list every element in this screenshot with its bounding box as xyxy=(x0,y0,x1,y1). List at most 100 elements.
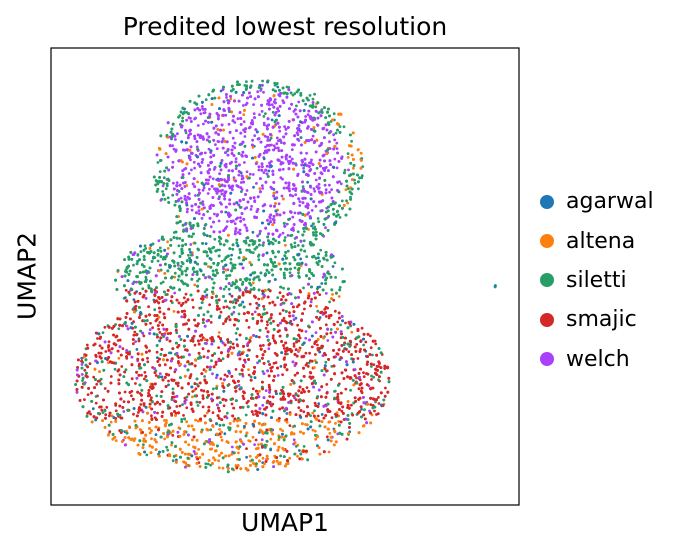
scatter-point xyxy=(140,373,143,377)
scatter-point xyxy=(346,201,350,205)
scatter-point xyxy=(288,271,292,275)
scatter-point xyxy=(176,384,180,388)
scatter-point xyxy=(242,120,246,124)
scatter-point xyxy=(353,182,357,185)
scatter-point xyxy=(223,258,227,262)
scatter-point xyxy=(320,282,324,285)
scatter-point xyxy=(293,241,297,245)
scatter-point xyxy=(191,390,195,393)
scatter-point xyxy=(137,337,141,341)
scatter-point xyxy=(306,365,310,368)
scatter-point xyxy=(177,244,181,248)
scatter-point xyxy=(310,158,313,162)
scatter-point xyxy=(117,327,121,331)
scatter-point xyxy=(248,278,252,281)
scatter-point xyxy=(166,332,170,335)
scatter-point xyxy=(210,359,213,363)
scatter-point xyxy=(269,448,272,452)
scatter-point xyxy=(290,157,294,161)
scatter-point xyxy=(253,134,257,138)
scatter-point xyxy=(173,395,176,399)
scatter-point xyxy=(201,394,205,398)
scatter-point xyxy=(124,288,128,292)
scatter-point xyxy=(292,342,296,346)
scatter-point xyxy=(132,298,136,301)
scatter-point xyxy=(305,190,309,194)
scatter-point xyxy=(223,432,227,436)
scatter-point xyxy=(252,112,256,115)
scatter-point xyxy=(293,266,297,270)
scatter-point xyxy=(362,343,365,347)
scatter-point xyxy=(267,347,271,351)
scatter-point xyxy=(235,338,239,341)
scatter-point xyxy=(225,374,229,378)
scatter-point xyxy=(132,412,135,416)
scatter-point xyxy=(269,366,273,370)
scatter-point xyxy=(334,131,338,135)
scatter-point xyxy=(252,103,256,106)
scatter-point xyxy=(144,270,147,273)
scatter-point xyxy=(237,416,240,420)
scatter-point xyxy=(164,187,168,191)
scatter-point xyxy=(333,309,337,313)
scatter-point xyxy=(123,390,127,394)
scatter-point xyxy=(369,346,373,350)
scatter-point xyxy=(158,321,162,324)
scatter-point xyxy=(122,410,126,413)
scatter-point xyxy=(302,166,305,170)
scatter-point xyxy=(94,401,98,405)
scatter-point xyxy=(247,373,251,377)
scatter-point xyxy=(221,466,225,470)
scatter-point xyxy=(360,407,363,411)
scatter-point xyxy=(274,255,277,259)
scatter-point xyxy=(197,212,201,216)
scatter-point xyxy=(288,189,291,193)
scatter-point xyxy=(162,176,166,180)
scatter-point xyxy=(301,185,305,189)
scatter-point xyxy=(258,389,261,393)
scatter-point xyxy=(170,398,174,401)
scatter-point xyxy=(206,210,210,213)
scatter-point xyxy=(228,306,231,310)
scatter-point xyxy=(338,125,342,128)
scatter-point xyxy=(303,307,306,311)
scatter-point xyxy=(278,312,282,316)
scatter-point xyxy=(350,330,354,334)
scatter-point xyxy=(275,136,279,140)
scatter-point xyxy=(122,400,126,403)
scatter-point xyxy=(350,403,353,407)
scatter-point xyxy=(320,413,324,416)
scatter-point xyxy=(340,409,344,413)
scatter-point xyxy=(273,98,277,101)
scatter-point xyxy=(201,200,205,204)
scatter-point xyxy=(262,90,265,94)
scatter-point xyxy=(148,405,152,409)
scatter-point xyxy=(314,437,318,441)
scatter-point xyxy=(317,187,320,191)
scatter-point xyxy=(134,340,138,343)
scatter-point xyxy=(185,420,189,424)
scatter-point xyxy=(153,308,157,312)
scatter-point xyxy=(182,414,185,417)
scatter-point xyxy=(205,293,209,297)
scatter-point xyxy=(231,342,235,346)
scatter-point xyxy=(296,394,300,398)
scatter-point xyxy=(229,300,232,304)
scatter-point xyxy=(253,200,257,204)
scatter-point xyxy=(264,326,268,330)
scatter-point xyxy=(251,251,255,255)
scatter-point xyxy=(159,249,163,253)
scatter-point xyxy=(311,97,315,101)
scatter-point xyxy=(144,247,148,250)
scatter-point xyxy=(189,243,193,246)
scatter-point xyxy=(360,176,364,180)
scatter-point xyxy=(283,236,287,239)
scatter-point xyxy=(247,326,251,329)
scatter-point xyxy=(205,411,209,415)
scatter-point xyxy=(178,237,182,240)
scatter-point xyxy=(219,310,223,314)
scatter-point xyxy=(257,431,261,434)
scatter-point xyxy=(278,233,282,237)
scatter-point xyxy=(217,466,221,470)
scatter-point xyxy=(151,326,155,330)
